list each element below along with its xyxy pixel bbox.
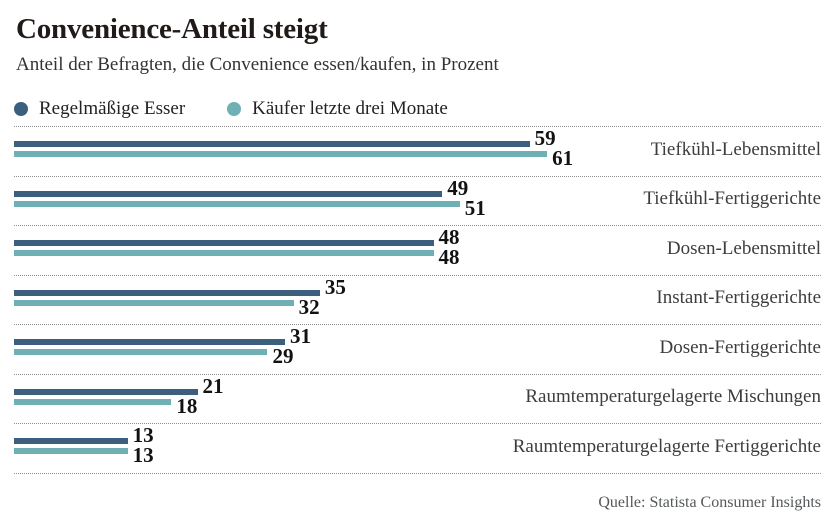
legend-label: Käufer letzte drei Monate: [252, 98, 448, 119]
value-label: 59: [534, 126, 556, 150]
bar-regular-eaters: [14, 289, 320, 296]
legend-item: Regelmäßige Esser: [14, 99, 185, 119]
infographic: Convenience-Anteil steigt Anteil der Bef…: [0, 13, 835, 513]
bar-recent-buyers: [14, 448, 128, 454]
value-label: 48: [438, 225, 460, 249]
bar-group: 13 13 Raumtemperaturgelagerte Fertiggerich…: [14, 424, 821, 474]
bar-regular-eaters: [14, 141, 530, 147]
bar-chart: 59 61 Tiefkühl-Lebensmittel 49 51 Tiefkühl-Fe…: [14, 126, 821, 474]
category-label: Raumtemperaturgelagerte Fertiggerichte: [512, 435, 821, 457]
bar-recent-buyers: [14, 349, 268, 355]
legend: Regelmäßige Esser Käufer letzte drei Mona…: [14, 99, 821, 119]
bar-recent-buyers: [14, 398, 172, 405]
chart-title: Convenience-Anteil steigt: [16, 13, 328, 45]
value-label: 31: [289, 324, 311, 348]
bar-group: 35 32 Instant-Fertiggerichte: [14, 274, 821, 325]
category-label: Raumtemperaturgelagerte Mischungen: [525, 386, 821, 408]
value-label: 61: [552, 146, 574, 170]
bar-recent-buyers: [14, 151, 548, 157]
bar-regular-eaters: [14, 388, 198, 395]
value-label: 21: [202, 373, 224, 398]
legend-dot-icon: [227, 102, 242, 116]
bar-recent-buyers: [14, 200, 460, 207]
value-label: 29: [272, 344, 294, 368]
value-label: 32: [298, 294, 320, 319]
value-label: 13: [132, 443, 154, 467]
category-label: Tiefkühl-Fertiggerichte: [643, 188, 821, 210]
bar-regular-eaters: [14, 438, 128, 444]
value-label: 18: [176, 393, 198, 418]
bar-regular-eaters: [14, 190, 443, 197]
bar-group: 59 61 Tiefkühl-Lebensmittel: [14, 127, 821, 177]
category-label: Dosen-Lebensmittel: [666, 237, 821, 259]
value-label: 13: [132, 423, 154, 447]
bar-regular-eaters: [14, 339, 285, 345]
value-label: 51: [464, 195, 486, 220]
legend-item: Käufer letzte drei Monate: [227, 99, 448, 119]
category-label: Tiefkühl-Lebensmittel: [650, 138, 821, 160]
value-label: 35: [324, 274, 346, 299]
bar-group: 21 18 Raumtemperaturgelagerte Mischungen: [14, 373, 821, 424]
bar-group: 49 51 Tiefkühl-Fertiggerichte: [14, 175, 821, 226]
chart-subtitle: Anteil der Befragten, die Convenience es…: [16, 54, 499, 75]
legend-label: Regelmäßige Esser: [39, 98, 186, 119]
category-label: Instant-Fertiggerichte: [656, 287, 821, 309]
category-label: Dosen-Fertiggerichte: [659, 336, 821, 358]
value-label: 48: [438, 245, 460, 269]
bar-regular-eaters: [14, 240, 434, 246]
bar-recent-buyers: [14, 250, 434, 256]
value-label: 49: [447, 175, 469, 200]
bar-group: 48 48 Dosen-Lebensmittel: [14, 226, 821, 276]
bar-group: 31 29 Dosen-Fertiggerichte: [14, 325, 821, 375]
source-note: Quelle: Statista Consumer Insights: [598, 493, 821, 511]
legend-dot-icon: [14, 102, 28, 116]
bar-recent-buyers: [14, 299, 294, 306]
